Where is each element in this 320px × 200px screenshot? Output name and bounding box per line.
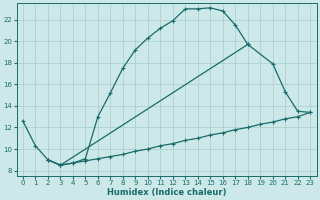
X-axis label: Humidex (Indice chaleur): Humidex (Indice chaleur) [107, 188, 226, 197]
